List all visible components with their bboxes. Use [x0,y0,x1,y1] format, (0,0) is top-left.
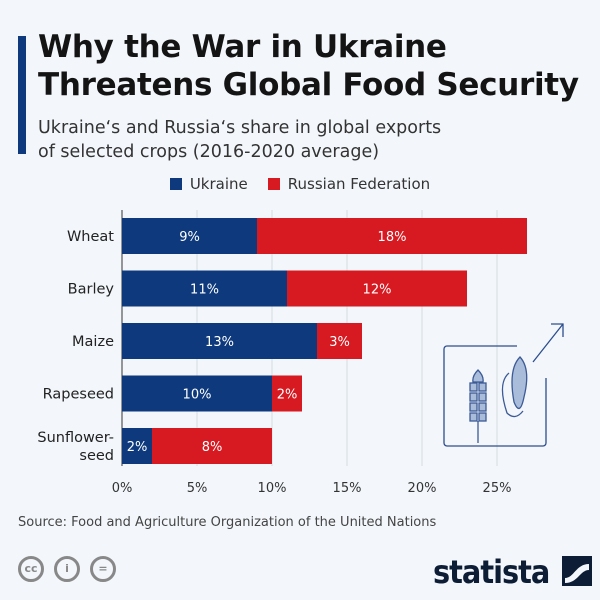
title-accent-bar [18,36,26,154]
data-label: 8% [202,440,223,455]
category-label: Rapeseed [43,387,114,403]
subtitle-line: of selected crops (2016-2020 average) [38,142,380,162]
legend: Ukraine Russian Federation [0,175,600,193]
crops-icon [443,323,564,447]
bar-russia [257,218,527,254]
attribution-icon[interactable]: i [54,556,80,582]
page-title: Why the War in Ukraine Threatens Global … [38,28,579,104]
data-label: 3% [329,335,350,350]
category-label: Wheat [67,229,114,245]
bar-russia [272,375,302,412]
subtitle: Ukraine‘s and Russia‘s share in global e… [38,116,441,164]
x-tick-label: 20% [408,481,437,496]
data-label: 9% [179,230,200,245]
bar-ukraine [122,270,287,307]
x-tick-label: 5% [187,481,208,496]
data-label: 11% [190,283,219,298]
data-label: 18% [378,230,407,245]
bar-ukraine [122,375,272,412]
legend-item-ukraine: Ukraine [169,175,248,193]
bar-chart: 0% 5% 10% 15% 20% 25% 9% 18% Wheat 11% 12% Barley 13… [37,210,564,496]
category-label: Sunflower- [37,430,114,446]
bar-ukraine [122,218,257,254]
title-line: Why the War in Ukraine [38,29,447,65]
legend-swatch [169,178,182,190]
bar-russia [317,323,362,359]
bar-russia [152,428,272,464]
data-label: 13% [205,335,234,350]
legend-item-russia: Russian Federation [267,175,431,193]
bar-ukraine [122,428,152,464]
x-tick-label: 25% [483,481,512,496]
category-label: Maize [72,334,114,350]
category-label: Barley [68,282,115,298]
bar-russia [287,270,467,307]
data-label: 12% [363,283,392,298]
legend-label: Russian Federation [287,175,431,193]
no-derivatives-icon[interactable]: = [90,556,116,582]
statista-logo[interactable]: statista [433,553,593,591]
category-label: seed [79,448,114,464]
cc-icon[interactable]: cc [18,556,44,582]
x-tick-label: 15% [333,481,362,496]
legend-swatch [267,178,280,190]
data-label: 2% [277,388,298,403]
statista-logo-mark [562,556,593,586]
data-label: 2% [127,440,148,455]
subtitle-line: Ukraine‘s and Russia‘s share in global e… [38,118,442,138]
x-tick-label: 0% [112,481,133,496]
source-note: Source: Food and Agriculture Organizatio… [18,515,437,530]
title-line: Threatens Global Food Security [38,67,579,103]
logo-text: statista [433,553,550,591]
x-tick-label: 10% [258,481,287,496]
bar-ukraine [122,323,317,359]
data-label: 10% [183,388,212,403]
legend-label: Ukraine [189,175,248,193]
